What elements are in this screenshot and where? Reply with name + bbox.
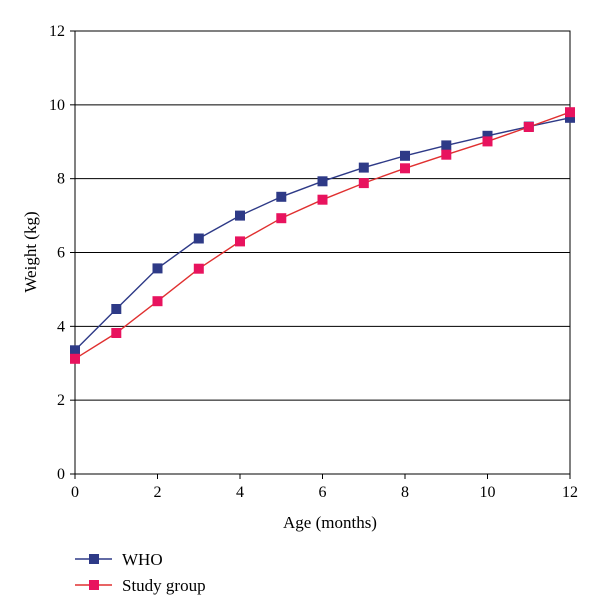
series-markers xyxy=(70,107,575,364)
who-point-12 xyxy=(565,112,575,123)
series-lines xyxy=(74,111,571,360)
legend: WHO Study group xyxy=(75,550,206,595)
study-group-point-6 xyxy=(317,194,328,205)
who-point-6 xyxy=(317,176,328,187)
who-point-9 xyxy=(441,140,452,151)
x-tick-label-0: 0 xyxy=(71,484,79,501)
study-group-point-10 xyxy=(482,136,493,147)
y-tick-label-1: 2 xyxy=(57,392,65,409)
who-point-1 xyxy=(111,304,122,314)
study-group-legend-label: Study group xyxy=(122,576,206,595)
study-group-point-0 xyxy=(70,353,80,364)
study-group-series-line xyxy=(74,111,571,360)
who-point-10 xyxy=(482,130,493,141)
who-point-2 xyxy=(152,263,163,274)
y-tick-label-6: 12 xyxy=(49,23,65,40)
x-tick-label-5: 10 xyxy=(480,484,496,501)
y-tick-label-4: 8 xyxy=(57,171,65,188)
study-group-point-5 xyxy=(276,213,287,224)
axis-ticks: 0 2 4 6 8 10 12 0 2 4 6 8 10 12 xyxy=(49,23,578,501)
study-group-point-9 xyxy=(441,149,452,160)
study-group-point-8 xyxy=(400,163,410,174)
x-tick-label-4: 8 xyxy=(401,484,409,501)
who-series-line xyxy=(74,117,571,351)
study-group-legend-marker xyxy=(89,580,99,590)
study-group-point-2 xyxy=(152,296,163,307)
x-tick-label-1: 2 xyxy=(154,484,162,501)
y-tick-label-2: 4 xyxy=(57,318,65,335)
y-tick-label-0: 0 xyxy=(57,466,65,483)
who-point-3 xyxy=(193,233,204,244)
study-group-point-4 xyxy=(235,236,245,247)
study-group-point-7 xyxy=(358,178,369,189)
gridlines xyxy=(75,104,570,401)
who-point-8 xyxy=(400,150,410,161)
who-point-0 xyxy=(70,345,80,356)
who-point-7 xyxy=(358,162,369,173)
study-group-point-12 xyxy=(565,107,575,118)
y-tick-label-5: 10 xyxy=(49,97,65,114)
x-tick-label-2: 4 xyxy=(236,484,244,501)
x-tick-label-3: 6 xyxy=(319,484,327,501)
who-point-4 xyxy=(235,210,245,221)
who-legend-marker xyxy=(89,554,99,564)
study-group-point-1 xyxy=(111,328,122,338)
who-legend-label: WHO xyxy=(122,550,163,569)
study-group-point-3 xyxy=(193,263,204,274)
x-tick-label-6: 12 xyxy=(562,484,578,501)
y-axis-title: Weight (kg) xyxy=(21,211,40,292)
who-point-5 xyxy=(276,191,287,202)
x-axis-title: Age (months) xyxy=(283,513,377,532)
y-tick-label-3: 6 xyxy=(57,245,65,262)
study-group-point-11 xyxy=(523,122,534,132)
